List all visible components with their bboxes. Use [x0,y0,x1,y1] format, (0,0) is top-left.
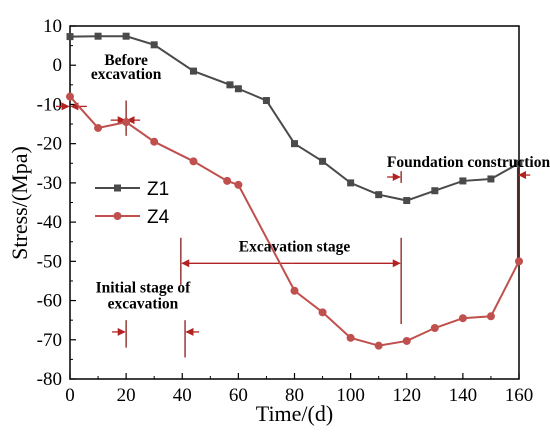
annotation-text: Excavation stage [239,239,351,256]
data-point-z4 [66,92,74,101]
x-tick-label: 40 [173,385,192,406]
data-point-z1 [431,187,439,195]
x-tick-label: 80 [285,385,304,406]
data-point-z4 [122,118,131,127]
series-line-z4 [69,95,520,347]
data-point-z4 [290,286,299,295]
axis-ticks: 0 20 40 60 80 100 120 140 160100-10-20-30-40-50-… [37,16,534,406]
x-tick-label: 160 [505,385,534,406]
y-tick-label: 0 [53,55,63,76]
data-point-z4 [318,308,327,317]
x-axis-title: Time/(d) [256,401,333,426]
data-point-z1 [122,32,130,40]
data-point-z1 [319,157,327,165]
data-point-z1 [403,197,411,205]
data-point-z4 [515,257,523,266]
data-point-z4 [346,333,355,342]
data-point-z1 [189,67,197,75]
data-point-z4 [234,180,243,189]
annotation-text: excavation [108,295,179,312]
legend-marker-z4 [113,212,122,220]
data-point-z4 [430,324,439,333]
data-point-z4 [374,341,383,350]
y-tick-label: -30 [37,173,62,194]
data-point-z1 [459,177,467,185]
data-point-z1 [515,159,523,167]
x-tick-label: 120 [393,385,422,406]
data-point-z1 [94,32,102,40]
data-point-z1 [291,140,298,148]
data-point-z4 [223,176,232,185]
legend-marker-z1 [114,184,121,192]
x-tick-label: 100 [336,385,365,406]
y-axis-title: Stress/(Mpa) [7,146,32,260]
data-point-z1 [226,81,234,89]
data-point-z4 [94,123,103,132]
annotation-markers [55,100,531,358]
annotation-text: Foundation construction [387,154,550,171]
data-point-z4 [486,312,495,321]
x-tick-label: 140 [449,385,478,406]
x-tick-label: 0 [65,385,75,406]
series-points [66,32,523,350]
data-point-z1 [375,191,383,199]
y-tick-label: -60 [37,291,62,312]
data-point-z1 [66,33,74,41]
y-tick-label: -20 [37,134,62,155]
data-point-z1 [234,85,242,93]
annotation-text: Before [104,52,148,69]
data-point-z4 [189,157,198,166]
y-tick-label: -50 [37,251,62,272]
data-point-z4 [458,314,467,323]
data-point-z1 [262,97,270,105]
y-tick-label: -70 [37,330,62,351]
x-tick-label: 60 [229,385,248,406]
y-tick-label: -40 [37,212,62,233]
annotation-text: Initial stage of [96,280,192,297]
data-point-z4 [402,336,411,345]
y-tick-label: -10 [37,94,62,115]
y-tick-label: -80 [37,369,62,390]
annotation-text: excavation [91,66,162,83]
data-point-z1 [347,179,355,187]
legend-label-z1: Z1 [147,179,169,200]
x-tick-label: 20 [117,385,136,406]
y-tick-label: 10 [43,16,62,37]
data-point-z4 [150,137,159,146]
data-point-z1 [150,41,158,49]
legend-label-z4: Z4 [147,207,170,228]
data-point-z1 [487,175,495,183]
